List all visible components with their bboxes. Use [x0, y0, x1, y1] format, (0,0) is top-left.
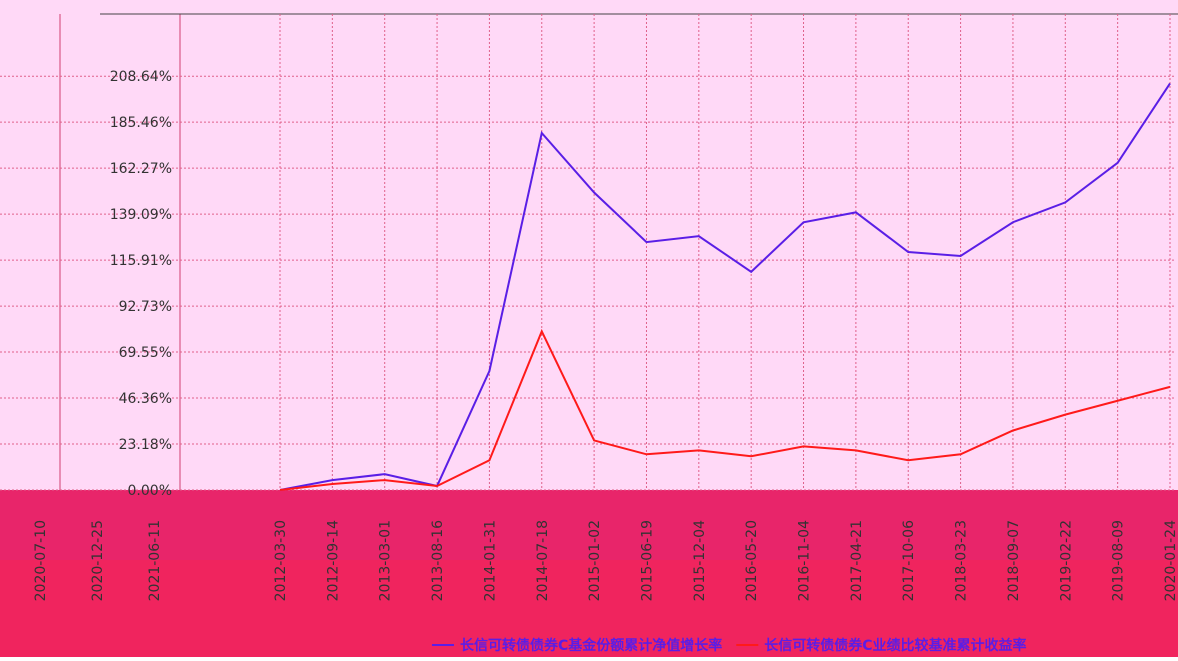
x-tick-label: 2015-01-02: [587, 520, 603, 601]
x-tick-label: 2012-03-30: [273, 520, 289, 601]
x-tick-label: 2013-03-01: [378, 520, 394, 601]
y-tick-label: 92.73%: [119, 299, 172, 315]
y-tick-label: 208.64%: [110, 69, 172, 85]
x-tick-label: 2020-12-25: [90, 520, 106, 601]
y-tick-label: 69.55%: [119, 345, 172, 361]
legend-label: 长信可转债债券C业绩比较基准累计收益率: [764, 637, 1026, 654]
x-tick-label: 2015-12-04: [692, 520, 708, 601]
x-tick-label: 2021-06-11: [147, 520, 163, 601]
x-tick-label: 2012-09-14: [325, 520, 341, 601]
y-tick-label: 162.27%: [110, 161, 172, 177]
axis-band-lower: [0, 560, 1178, 657]
x-tick-label: 2013-08-16: [430, 520, 446, 601]
y-tick-label: 0.00%: [128, 483, 172, 499]
series-line: [279, 328, 1171, 491]
x-tick-label: 2014-07-18: [535, 520, 551, 601]
y-tick-label: 46.36%: [119, 391, 172, 407]
x-tick-label: 2016-05-20: [744, 520, 760, 601]
x-tick-label: 2020-07-10: [33, 520, 49, 601]
x-tick-label: 2014-01-31: [482, 520, 498, 601]
x-tick-label: 2017-10-06: [901, 520, 917, 601]
x-tick-label: 2016-11-04: [797, 520, 813, 601]
x-tick-label: 2015-06-19: [639, 520, 655, 601]
y-tick-label: 185.46%: [110, 115, 172, 131]
x-tick-label: 2018-03-23: [954, 520, 970, 601]
x-tick-label: 2019-02-22: [1058, 520, 1074, 601]
legend-label: 长信可转债债券C基金份额累计净值增长率: [460, 637, 722, 654]
y-tick-label: 23.18%: [119, 437, 172, 453]
x-tick-label: 2018-09-07: [1006, 520, 1022, 601]
x-tick-label: 2019-08-09: [1111, 520, 1127, 601]
x-tick-label: 2020-01-24: [1163, 520, 1178, 601]
y-tick-label: 139.09%: [110, 207, 172, 223]
y-tick-label: 115.91%: [110, 253, 172, 269]
x-tick-label: 2017-04-21: [849, 520, 865, 601]
